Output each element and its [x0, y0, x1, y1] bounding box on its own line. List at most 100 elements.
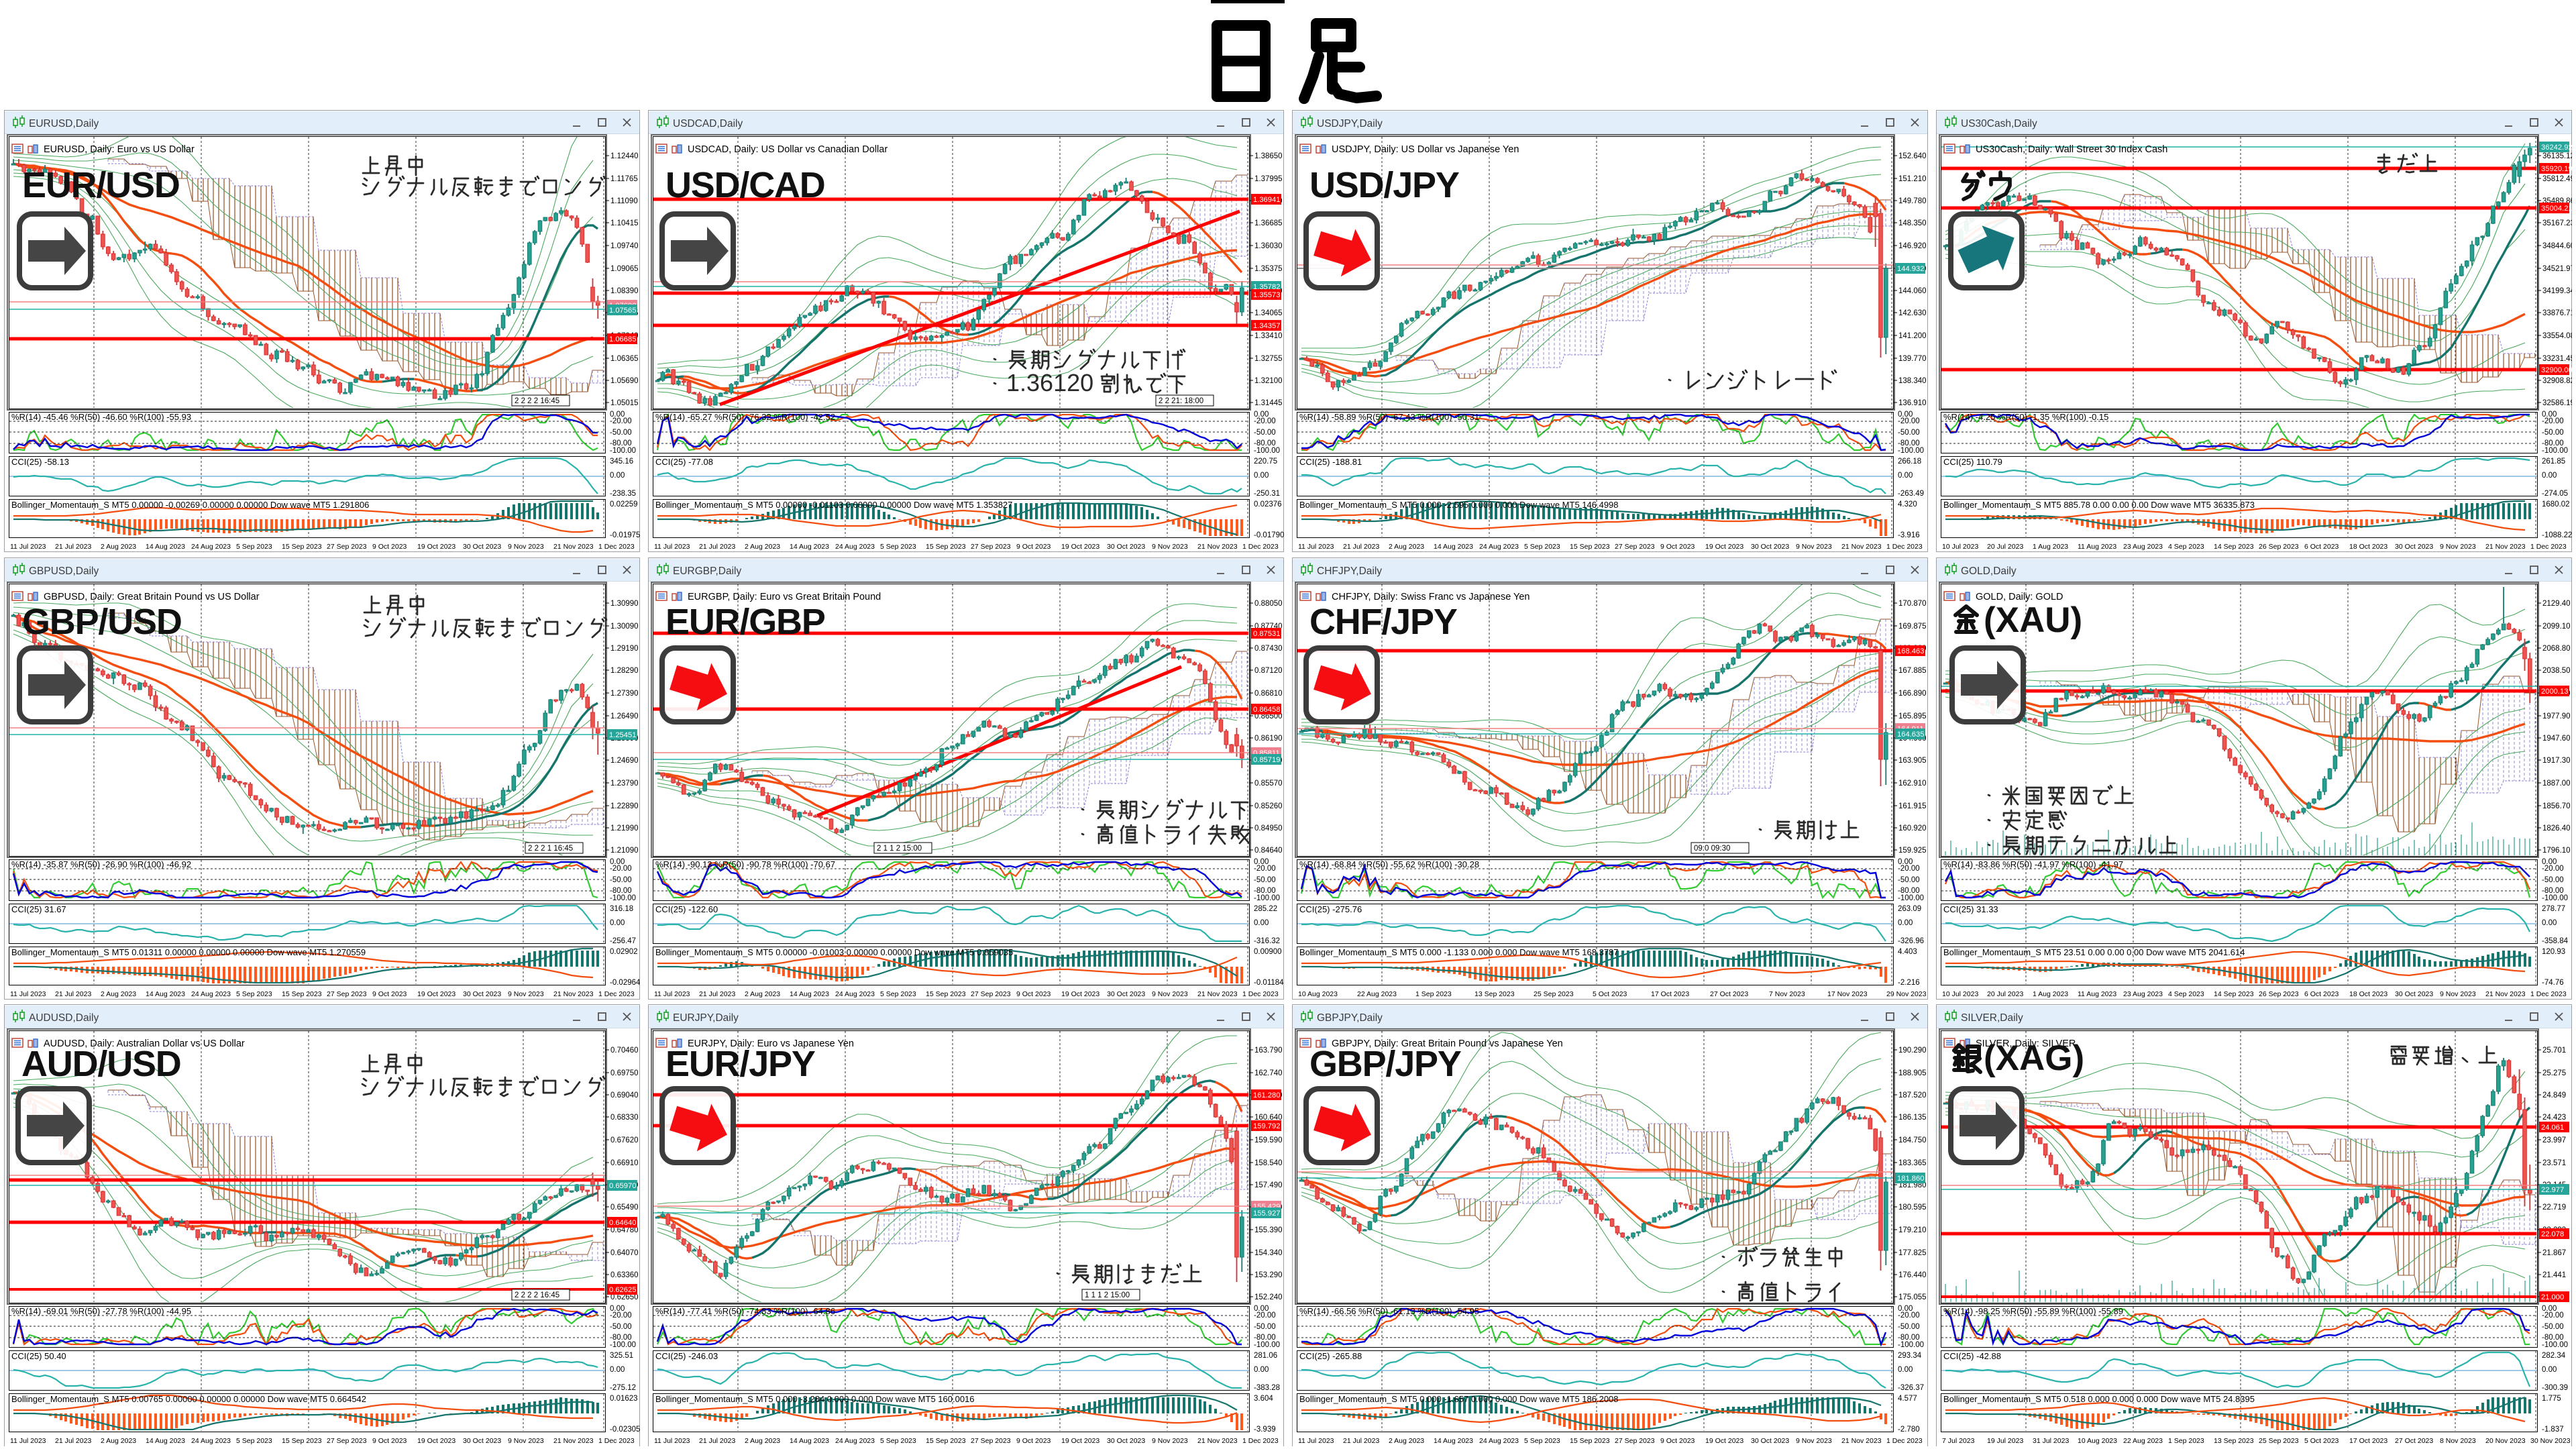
- svg-text:0.00-20.00-50.00-80.00-100.002: 0.00 -20.00 -50.00 -80.00 -100.00 263.09 0.00-…: [1898, 858, 1924, 987]
- svg-text:2 2 2 2 16:45: 2 2 2 2 16:45: [515, 397, 559, 405]
- svg-text:CCI(25) -122.60: CCI(25) -122.60: [655, 904, 718, 914]
- svg-text:0.65970: 0.65970: [609, 1182, 636, 1190]
- svg-text:EURUSD, Daily: Euro vs US Dol: EURUSD, Daily: Euro vs US Dollar: [44, 144, 195, 155]
- svg-text:161.280: 161.280: [1253, 1091, 1280, 1099]
- svg-text:0.00-20.00-50.00-80.00-100.002: 0.00 -20.00 -50.00 -80.00 -100.00 281.06 0.00-…: [1254, 1305, 1280, 1434]
- svg-text:CCI(25) 50.40: CCI(25) 50.40: [11, 1351, 66, 1361]
- svg-text:%R(14) -66.56 %R(50) -61.13 %R: %R(14) -66.56 %R(50) -61.13 %R(100) -54.…: [1299, 1306, 1479, 1316]
- svg-text:EURUSD,Daily: EURUSD,Daily: [29, 118, 99, 129]
- svg-text:CCI(25) 31.67: CCI(25) 31.67: [11, 904, 66, 914]
- svg-text:CCI(25) -77.08: CCI(25) -77.08: [655, 457, 713, 467]
- svg-text:GOLD,Daily: GOLD,Daily: [1961, 566, 2017, 577]
- svg-text:0.85719: 0.85719: [1253, 756, 1280, 764]
- svg-text:0.00-20.00-50.00-80.00-100.003: 0.00 -20.00 -50.00 -80.00 -100.00 316.18 0.00-…: [610, 858, 640, 987]
- svg-text:0.00-20.00-50.00-80.00-100.002: 0.00 -20.00 -50.00 -80.00 -100.00 266.18 0.00-…: [1898, 411, 1924, 539]
- svg-text:1.35573: 1.35573: [1253, 291, 1280, 299]
- svg-text:1.36120: 1.36120: [1006, 369, 1093, 396]
- svg-text:EURJPY,Daily: EURJPY,Daily: [673, 1012, 739, 1024]
- svg-text:0.00-20.00-50.00-80.00-100.002: 0.00 -20.00 -50.00 -80.00 -100.00 261.85 0.00-…: [2542, 411, 2572, 539]
- svg-text:2 2 2 2 16:45: 2 2 2 2 16:45: [515, 1291, 559, 1299]
- svg-text:Bollinger_Momentaum_S MT5 0.00: Bollinger_Momentaum_S MT5 0.000 -1.133 0…: [1299, 947, 1619, 957]
- svg-text:EURGBP,Daily: EURGBP,Daily: [673, 566, 741, 577]
- svg-text:EUR/GBP: EUR/GBP: [665, 602, 825, 642]
- svg-text:Bollinger_Momentaum_S MT5 0.00: Bollinger_Momentaum_S MT5 0.000 -2.595 0…: [1299, 500, 1619, 510]
- svg-text:Bollinger_Momentaum_S MT5 0.00: Bollinger_Momentaum_S MT5 0.00000 -0.010…: [655, 947, 1013, 957]
- svg-text:GBPJPY,Daily: GBPJPY,Daily: [1317, 1012, 1383, 1024]
- svg-text:%R(14) -65.27 %R(50) -76.32 %R: %R(14) -65.27 %R(50) -76.32 %R(100) -42.…: [655, 412, 835, 422]
- svg-text:CCI(25) 31.33: CCI(25) 31.33: [1943, 904, 1998, 914]
- svg-text:Bollinger_Momentaum_S MT5 0.00: Bollinger_Momentaum_S MT5 0.00000 -0.002…: [11, 500, 369, 510]
- svg-text:168.463: 168.463: [1897, 647, 1924, 655]
- svg-text:0.86458: 0.86458: [1253, 706, 1280, 714]
- svg-text:USDJPY,Daily: USDJPY,Daily: [1317, 118, 1383, 129]
- svg-text:1.34357: 1.34357: [1253, 322, 1280, 330]
- svg-text:EURJPY, Daily: Euro vs Japane: EURJPY, Daily: Euro vs Japanese Yen: [688, 1038, 854, 1049]
- svg-text:1.25451: 1.25451: [609, 731, 636, 739]
- svg-text:2 1 1 2 15:00: 2 1 1 2 15:00: [877, 845, 922, 853]
- svg-text:AUDUSD, Daily: Australian Dol: AUDUSD, Daily: Australian Dollar vs US D…: [44, 1038, 245, 1049]
- svg-text:USDCAD, Daily: US Dollar vs C: USDCAD, Daily: US Dollar vs Canadian Dol…: [688, 144, 888, 155]
- svg-text:(XAG): (XAG): [1984, 1038, 2084, 1078]
- svg-text:22.977: 22.977: [2541, 1186, 2564, 1194]
- svg-text:CCI(25) -58.13: CCI(25) -58.13: [11, 457, 69, 467]
- svg-text:0.00-20.00-50.00-80.00-100.002: 0.00 -20.00 -50.00 -80.00 -100.00 278.77 0.00-…: [2542, 858, 2569, 987]
- svg-text:Bollinger_Momentaum_S MT5 0.00: Bollinger_Momentaum_S MT5 0.00765 0.0000…: [11, 1394, 366, 1404]
- svg-text:Bollinger_Momentaum_S MT5 0.00: Bollinger_Momentaum_S MT5 0.000 -3.284 0…: [655, 1394, 975, 1404]
- svg-text:SILVER, Daily: SILVER: SILVER, Daily: SILVER: [1976, 1038, 2076, 1049]
- svg-text:GBPUSD, Daily: Great Britain: GBPUSD, Daily: Great Britain Pound vs US…: [44, 592, 260, 602]
- svg-text:0.87531: 0.87531: [1253, 630, 1280, 638]
- svg-text:CHF/JPY: CHF/JPY: [1309, 602, 1458, 642]
- svg-text:%R(14) -83.86 %R(50) -41.97 %R: %R(14) -83.86 %R(50) -41.97 %R(100) -41.…: [1943, 859, 2123, 869]
- svg-text:GBP/JPY: GBP/JPY: [1309, 1044, 1462, 1084]
- svg-text:(XAU): (XAU): [1984, 600, 2082, 640]
- svg-text:22.078: 22.078: [2541, 1230, 2564, 1238]
- svg-text:CHFJPY,Daily: CHFJPY,Daily: [1317, 566, 1382, 577]
- svg-text:2 2 2 1 16:45: 2 2 2 1 16:45: [528, 845, 573, 853]
- svg-text:%R(14) -90.13 %R(50) -90.78 %R: %R(14) -90.13 %R(50) -90.78 %R(100) -70.…: [655, 859, 835, 869]
- svg-text:2 2 21: 18:00: 2 2 21: 18:00: [1159, 397, 1203, 405]
- svg-text:0.62625: 0.62625: [609, 1286, 636, 1294]
- svg-text:09:0 09:30: 09:0 09:30: [1694, 845, 1730, 853]
- svg-text:164.635: 164.635: [1897, 731, 1924, 739]
- svg-text:Bollinger_Momentaum_S MT5 0.00: Bollinger_Momentaum_S MT5 0.000 -1.657 0…: [1299, 1394, 1619, 1404]
- svg-text:35004.21: 35004.21: [2541, 205, 2572, 213]
- svg-text:Bollinger_Momentaum_S MT5 23.5: Bollinger_Momentaum_S MT5 23.51 0.00 0.0…: [1943, 947, 2245, 957]
- svg-text:1.06685: 1.06685: [609, 335, 636, 343]
- svg-text:%R(14) -45.46 %R(50) -46.60 %R: %R(14) -45.46 %R(50) -46.60 %R(100) -55.…: [11, 412, 191, 422]
- svg-text:%R(14) -58.89 %R(50) -67.43 %R: %R(14) -58.89 %R(50) -67.43 %R(100) -50.…: [1299, 412, 1479, 422]
- svg-text:Bollinger_Momentaum_S MT5 0.00: Bollinger_Momentaum_S MT5 0.00000 -0.011…: [655, 500, 1012, 510]
- svg-text:35920.19: 35920.19: [2541, 165, 2572, 173]
- svg-text:1.07565: 1.07565: [609, 307, 636, 315]
- svg-text:%R(14) -77.41 %R(50) -74.83 %R: %R(14) -77.41 %R(50) -74.83 %R(100) -64.…: [655, 1306, 835, 1316]
- svg-text:24.061: 24.061: [2541, 1124, 2564, 1132]
- svg-text:AUDUSD,Daily: AUDUSD,Daily: [29, 1012, 99, 1024]
- svg-text:%R(14) -69.01 %R(50) -27.78 %R: %R(14) -69.01 %R(50) -27.78 %R(100) -44.…: [11, 1306, 191, 1316]
- svg-text:2000.13: 2000.13: [2541, 688, 2568, 696]
- svg-text:1 1 1 2 15:00: 1 1 1 2 15:00: [1085, 1291, 1130, 1299]
- svg-text:USDCAD,Daily: USDCAD,Daily: [673, 118, 743, 129]
- svg-text:GBPJPY, Daily: Great Britain: GBPJPY, Daily: Great Britain Pound vs Ja…: [1332, 1038, 1563, 1049]
- svg-text:CCI(25) -246.03: CCI(25) -246.03: [655, 1351, 718, 1361]
- svg-text:EUR/JPY: EUR/JPY: [665, 1044, 816, 1084]
- svg-text:USD/JPY: USD/JPY: [1309, 165, 1460, 205]
- svg-text:GOLD, Daily: GOLD: GOLD, Daily: GOLD: [1976, 592, 2063, 602]
- svg-text:Bollinger_Momentaum_S MT5 0.01: Bollinger_Momentaum_S MT5 0.01311 0.0000…: [11, 947, 366, 957]
- svg-text:USD/CAD: USD/CAD: [665, 165, 825, 205]
- svg-text:%R(14) -35.87 %R(50) -26.90 %R: %R(14) -35.87 %R(50) -26.90 %R(100) -46.…: [11, 859, 191, 869]
- svg-text:%R(14) -98.25 %R(50) -55.89 %R: %R(14) -98.25 %R(50) -55.89 %R(100) -55.…: [1943, 1306, 2123, 1316]
